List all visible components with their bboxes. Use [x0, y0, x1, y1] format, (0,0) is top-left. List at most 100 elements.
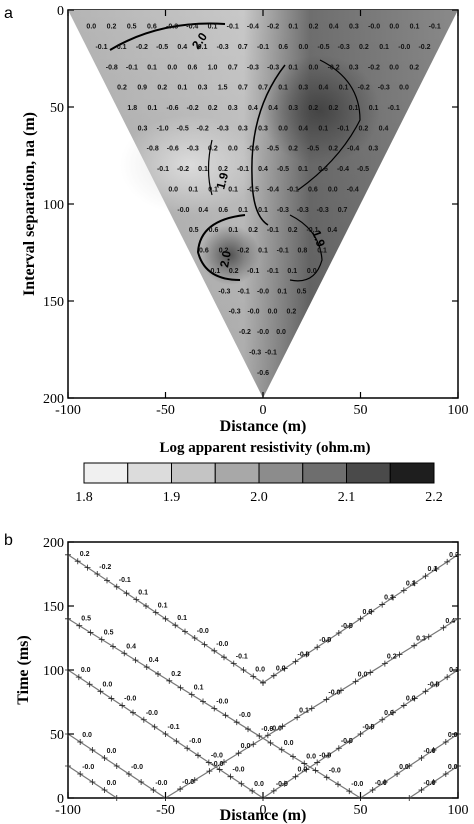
- resistivity-value: -1.0: [157, 125, 169, 132]
- resistivity-value: -0.1: [287, 187, 299, 194]
- station-marker: [267, 739, 274, 746]
- station-marker: [323, 696, 330, 703]
- misfit-label: -0.0: [341, 623, 353, 630]
- resistivity-value: 0.3: [258, 125, 268, 132]
- station-marker: [191, 635, 198, 641]
- resistivity-value: 0.1: [147, 64, 157, 71]
- station-marker: [368, 723, 375, 730]
- station-marker: [379, 601, 386, 608]
- station-marker: [76, 622, 83, 629]
- station-marker: [65, 615, 71, 622]
- station-marker: [411, 642, 418, 649]
- station-marker: [390, 709, 396, 716]
- resistivity-value: -0.0: [398, 44, 410, 51]
- station-marker: [155, 670, 161, 677]
- resistivity-value: 0.2: [208, 146, 218, 153]
- resistivity-value: 0.4: [319, 85, 329, 92]
- misfit-label: 0.5: [81, 616, 91, 623]
- resistivity-value: 0.1: [258, 248, 268, 255]
- resistivity-value: 0.0: [278, 125, 288, 132]
- misfit-label: 0.0: [82, 732, 92, 739]
- resistivity-value: -0.1: [126, 64, 138, 71]
- station-marker: [162, 731, 169, 737]
- resistivity-value: -0.4: [247, 24, 259, 31]
- resistivity-value: 0.0: [307, 268, 317, 275]
- resistivity-value: -0.2: [187, 105, 199, 112]
- station-marker: [294, 714, 301, 721]
- station-marker: [325, 752, 331, 759]
- resistivity-value: 0.2: [219, 248, 229, 255]
- resistivity-value: -0.1: [238, 288, 250, 295]
- panel-b-frame: [67, 541, 459, 799]
- station-marker: [166, 677, 173, 684]
- resistivity-value: -0.1: [306, 227, 318, 234]
- resistivity-value: -0.2: [177, 166, 189, 173]
- station-marker: [422, 688, 429, 695]
- resistivity-value: -0.2: [358, 85, 370, 92]
- resistivity-value: -0.4: [267, 187, 279, 194]
- panel-b-label: b: [4, 532, 13, 549]
- station-marker: [233, 719, 240, 726]
- station-marker: [87, 629, 94, 636]
- misfit-label: -0.0: [341, 738, 353, 745]
- resistivity-value: -0.1: [227, 24, 239, 31]
- resistivity-value: -0.4: [347, 187, 359, 194]
- resistivity-value: -0.2: [267, 24, 279, 31]
- resistivity-value: 0.1: [278, 85, 288, 92]
- colorbar-tick-label: 1.9: [163, 490, 181, 505]
- misfit-label: 0.1: [299, 707, 309, 714]
- misfit-label: -0.0: [124, 696, 136, 703]
- resistivity-value: -0.6: [166, 105, 178, 112]
- station-marker: [121, 650, 128, 657]
- colorbar-swatch: [214, 462, 260, 484]
- contour-label: 2.0: [217, 249, 234, 268]
- resistivity-value: 0.1: [318, 125, 328, 132]
- resistivity-value: 0.4: [268, 105, 278, 112]
- station-marker: [177, 786, 184, 793]
- resistivity-value: 0.1: [117, 44, 127, 51]
- station-marker: [133, 596, 140, 603]
- colorbar-swatch: [127, 462, 172, 484]
- station-marker: [250, 741, 257, 748]
- resistivity-value: 0.6: [218, 207, 228, 214]
- resistivity-value: 0.1: [288, 24, 298, 31]
- resistivity-value: 0.6: [278, 44, 288, 51]
- station-marker: [279, 723, 286, 730]
- station-marker: [400, 587, 407, 594]
- misfit-label: -0.0: [270, 725, 282, 732]
- resistivity-value: -0.5: [156, 44, 168, 51]
- resistivity-value: 0.1: [198, 166, 208, 173]
- resistivity-value: -0.2: [239, 329, 251, 336]
- y-tick-label: 100: [43, 664, 64, 679]
- station-marker: [442, 771, 449, 777]
- station-marker: [65, 551, 71, 558]
- station-marker: [113, 795, 120, 801]
- misfit-label: 0.0: [358, 672, 368, 679]
- y-tick-label: 50: [50, 728, 64, 743]
- station-marker: [104, 577, 110, 584]
- station-marker: [396, 651, 403, 658]
- resistivity-value: -0.3: [338, 44, 350, 51]
- station-marker: [200, 698, 206, 705]
- station-marker: [235, 750, 242, 757]
- resistivity-value: 0.0: [86, 24, 96, 31]
- resistivity-value: 0.1: [287, 268, 297, 275]
- resistivity-value: -0.6: [167, 146, 179, 153]
- misfit-label: 0.0: [448, 764, 458, 771]
- station-marker: [177, 684, 184, 691]
- station-marker: [281, 780, 288, 787]
- resistivity-value: 0.4: [177, 44, 187, 51]
- resistivity-value: 0.3: [138, 125, 148, 132]
- panel-a-axis-ticks: -100 -50 0 50 100 0 50 100 150 200: [43, 4, 469, 418]
- colorbar-swatch: [258, 462, 304, 484]
- misfit-label: 0.0: [298, 767, 308, 774]
- station-marker: [430, 747, 437, 753]
- station-marker: [381, 660, 388, 667]
- resistivity-value: -0.3: [378, 85, 390, 92]
- station-marker: [211, 647, 218, 654]
- y-tick-label: 200: [43, 536, 64, 551]
- resistivity-value: 0.3: [349, 64, 359, 71]
- resistivity-value: -0.8: [106, 64, 118, 71]
- station-marker: [240, 667, 247, 673]
- station-marker: [338, 687, 344, 694]
